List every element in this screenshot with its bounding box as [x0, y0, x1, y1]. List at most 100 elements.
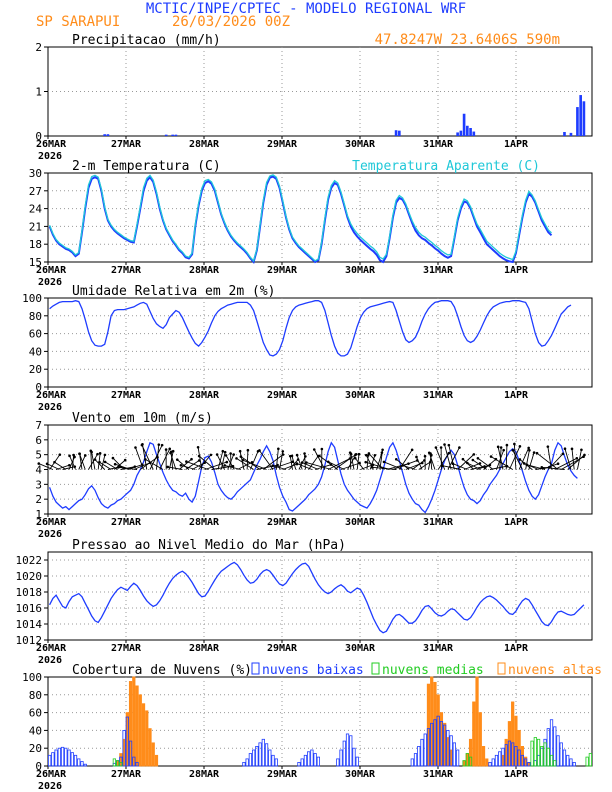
y-tick-label: 4 — [35, 464, 42, 477]
cloud-bar-baixas — [524, 758, 528, 767]
wind-arrow-head — [373, 453, 377, 457]
y-tick-label: 60 — [29, 328, 42, 341]
precip-bar — [472, 131, 476, 136]
cloud-bar-baixas — [572, 762, 576, 767]
y-tick-label: 0 — [35, 130, 42, 143]
cloud-bar-baixas — [420, 738, 424, 767]
wind-arrow-head — [140, 443, 144, 447]
wind-arrow-head — [434, 446, 438, 449]
cloud-bar-baixas — [413, 753, 418, 767]
wind-arrow-head — [215, 453, 219, 456]
cloud-bar-baixas — [514, 746, 518, 767]
wind-arrow-head — [37, 462, 41, 465]
x-year-label: 2026 — [38, 151, 62, 162]
cloud-bar-baixas — [517, 749, 521, 767]
wind-arrow — [269, 461, 293, 470]
wind-arrow-head — [103, 460, 107, 464]
precip-bar — [462, 113, 466, 136]
wind-arrow-head — [235, 457, 238, 460]
x-tick-label: 26MAR — [36, 517, 67, 528]
cloud-bar-baixas — [64, 747, 68, 767]
wind-arrow-head — [164, 448, 168, 451]
cloud-bar-medias — [546, 747, 550, 767]
wind-arrow-head — [78, 452, 81, 456]
wind-arrow — [452, 463, 468, 470]
wind-arrow-head — [349, 452, 353, 456]
cloud-bar-baixas — [443, 724, 447, 767]
cloud-bar-baixas — [527, 762, 531, 767]
cloud-bar-medias — [588, 753, 593, 767]
cloud-bar-medias — [543, 742, 547, 767]
x-tick-label: 26MAR — [36, 390, 67, 401]
wind-arrow — [149, 444, 163, 470]
wind-arrow-head — [312, 448, 316, 451]
cloud-bar-medias — [553, 760, 557, 767]
wind-arrow-head — [382, 460, 386, 464]
x-tick-label: 28MAR — [189, 390, 220, 401]
wind-arrow — [327, 458, 351, 470]
x-tick-label: 28MAR — [189, 769, 220, 780]
y-tick-label: 1 — [35, 86, 42, 99]
wind-arrow-head — [295, 462, 299, 465]
wind-arrow — [198, 455, 216, 470]
wind-arrow-head — [197, 454, 201, 458]
y-tick-label: 40 — [29, 345, 42, 358]
x-tick-label: 29MAR — [267, 139, 298, 150]
cloud-bar-medias — [530, 740, 534, 767]
wind-arrow-head — [229, 452, 232, 455]
wind-arrow-head — [116, 466, 120, 469]
cloud-bar-baixas — [342, 740, 346, 767]
wind-arrow — [528, 452, 535, 470]
wind-arrow — [301, 462, 319, 470]
header-title: MCTIC/INPE/CPTEC - MODELO REGIONAL WRF — [146, 1, 466, 17]
wind-arrow — [442, 465, 461, 470]
wind-arrow-head — [502, 448, 505, 452]
wind-arrow-head — [401, 464, 404, 467]
cloud-bar-baixas — [77, 758, 81, 767]
header-location: 47.8247W 23.6406S 590m — [375, 32, 560, 48]
cloud-bar-baixas — [264, 743, 269, 767]
cloud-bar-baixas — [122, 730, 126, 767]
x-tick-label: 26MAR — [36, 643, 67, 654]
precip-bar — [171, 134, 174, 136]
wind-arrow — [167, 466, 183, 470]
precip-bar — [456, 132, 459, 136]
x-tick-label: 1APR — [504, 769, 529, 780]
x-tick-label: 28MAR — [189, 517, 220, 528]
x-tick-label: 30MAR — [345, 265, 376, 276]
x-tick-label: 31MAR — [423, 265, 454, 276]
cloud-bar-altas — [478, 712, 482, 767]
wind-arrow — [376, 452, 383, 470]
wind-arrow-head — [295, 453, 299, 457]
legend-swatch — [371, 662, 380, 675]
cloud-bar-baixas — [501, 747, 505, 767]
precip-bar — [394, 130, 398, 136]
cloud-bar-medias — [533, 737, 537, 767]
cloud-bar-altas — [475, 676, 479, 767]
x-tick-label: 30MAR — [345, 769, 376, 780]
precip-bar — [576, 107, 579, 136]
wind-arrow-head — [98, 460, 101, 464]
x-tick-label: 1APR — [504, 265, 529, 276]
y-tick-label: 1 — [35, 508, 42, 521]
series-line-umidade-relativa — [49, 300, 572, 357]
wind-arrow-head — [166, 465, 170, 469]
x-tick-label: 1APR — [504, 643, 529, 654]
wind-arrow — [526, 464, 546, 470]
y-tick-label: 0 — [35, 760, 42, 773]
wind-arrow-head — [223, 464, 227, 467]
cloud-bar-baixas — [417, 746, 421, 767]
wind-arrow-head — [458, 446, 461, 449]
wind-arrow — [69, 455, 76, 470]
wind-arrow — [313, 449, 326, 470]
wind-arrow-head — [303, 452, 306, 455]
wind-arrow — [79, 453, 83, 470]
cloud-bar-baixas — [313, 753, 317, 767]
cloud-bar-baixas — [70, 752, 74, 767]
y-tick-label: 20 — [29, 363, 42, 376]
wind-arrow — [170, 452, 177, 470]
wind-arrow — [104, 461, 118, 470]
wind-arrow — [197, 447, 203, 470]
wind-arrow-head — [111, 456, 115, 460]
y-tick-label: 80 — [29, 689, 42, 702]
